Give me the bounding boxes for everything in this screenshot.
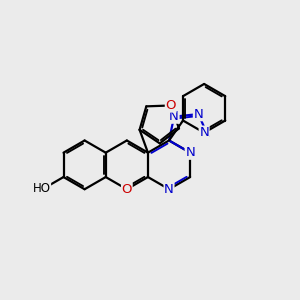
Text: O: O [122, 183, 132, 196]
Text: N: N [164, 183, 174, 196]
Text: O: O [165, 99, 176, 112]
Text: N: N [185, 146, 195, 159]
Text: N: N [199, 126, 209, 139]
Text: N: N [194, 108, 203, 121]
Text: HO: HO [32, 182, 50, 194]
Text: N: N [169, 110, 179, 123]
